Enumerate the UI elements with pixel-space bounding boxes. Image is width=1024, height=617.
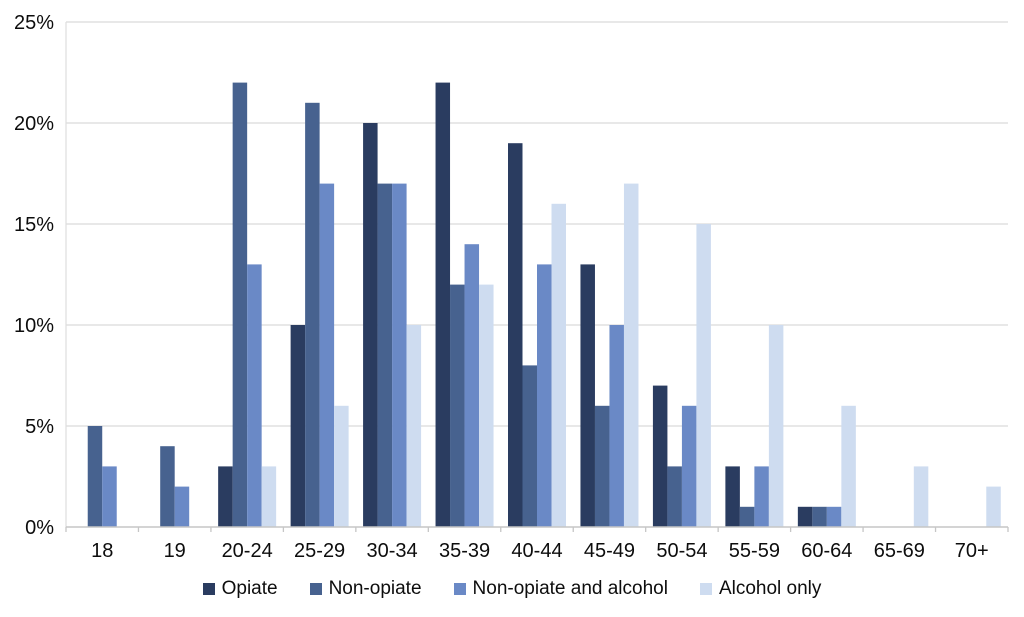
bar-non-opiate-60-64	[812, 506, 827, 527]
bar-non-opiate-19	[160, 446, 175, 527]
x-axis-category-label-35-39: 35-39	[439, 540, 490, 562]
bar-non-opiate-30-34	[377, 183, 393, 527]
bar-opiate-30-34	[363, 123, 378, 527]
legend-swatch-opiate	[202, 583, 215, 595]
bar-opiate-20-24	[218, 466, 233, 527]
legend-label-alcohol-only: Alcohol only	[718, 578, 822, 599]
bar-non-opiate-and-alcohol-45-49	[609, 325, 624, 527]
bar-alcohol-only-30-34	[406, 325, 422, 527]
x-axis-category-label-55-59: 55-59	[729, 540, 780, 562]
bar-opiate-50-54	[652, 385, 668, 527]
legend-swatch-non-opiate	[309, 583, 322, 595]
bar-non-opiate-55-59	[739, 506, 755, 527]
y-axis-tick-label-20: 20%	[14, 113, 54, 135]
y-axis-tick-label-10: 10%	[14, 315, 54, 337]
bar-opiate-25-29	[290, 325, 306, 527]
x-axis-category-label-40-44: 40-44	[511, 540, 562, 562]
bar-non-opiate-18	[87, 426, 103, 527]
bar-non-opiate-and-alcohol-55-59	[754, 466, 769, 527]
bar-opiate-60-64	[797, 506, 813, 527]
x-axis-category-label-50-54: 50-54	[656, 540, 707, 562]
bar-opiate-55-59	[725, 466, 740, 527]
bar-alcohol-only-20-24	[261, 466, 277, 527]
bar-alcohol-only-70	[986, 486, 1001, 527]
x-axis-category-label-70: 70+	[955, 540, 989, 562]
bar-non-opiate-and-alcohol-19	[174, 486, 190, 527]
bar-alcohol-only-45-49	[623, 183, 639, 527]
bar-non-opiate-50-54	[667, 466, 682, 527]
chart-legend: Opiate Non-opiate Non-opiate and alcohol…	[0, 578, 1024, 600]
bar-opiate-45-49	[580, 264, 595, 527]
bar-non-opiate-and-alcohol-50-54	[681, 405, 697, 527]
bar-non-opiate-40-44	[522, 365, 537, 527]
bar-non-opiate-and-alcohol-30-34	[392, 183, 407, 527]
bar-non-opiate-and-alcohol-25-29	[319, 183, 335, 527]
bar-alcohol-only-55-59	[768, 325, 784, 527]
bar-non-opiate-and-alcohol-60-64	[826, 506, 842, 527]
y-axis-tick-label-5: 5%	[25, 416, 54, 438]
bar-non-opiate-20-24	[232, 82, 248, 527]
x-axis-category-label-20-24: 20-24	[222, 540, 273, 562]
bar-non-opiate-and-alcohol-40-44	[537, 264, 552, 527]
bar-non-opiate-35-39	[450, 284, 465, 527]
x-axis-category-label-65-69: 65-69	[874, 540, 925, 562]
x-axis-category-label-45-49: 45-49	[584, 540, 635, 562]
legend-swatch-non-opiate-and-alcohol	[453, 583, 466, 595]
bar-non-opiate-and-alcohol-35-39	[464, 244, 480, 527]
x-axis-category-label-60-64: 60-64	[801, 540, 852, 562]
bar-non-opiate-45-49	[594, 405, 610, 527]
x-axis-category-label-19: 19	[164, 540, 186, 562]
y-axis-tick-label-15: 15%	[14, 214, 54, 236]
bar-alcohol-only-25-29	[334, 405, 349, 527]
legend-label-non-opiate: Non-opiate	[328, 578, 422, 599]
legend-item-non-opiate-and-alcohol: Non-opiate and alcohol	[453, 578, 668, 600]
y-axis-tick-label-0: 0%	[25, 517, 54, 539]
bar-alcohol-only-40-44	[551, 203, 566, 528]
bar-opiate-35-39	[435, 82, 451, 527]
legend-label-non-opiate-and-alcohol: Non-opiate and alcohol	[472, 578, 668, 599]
bar-opiate-40-44	[508, 143, 523, 527]
x-axis-category-label-25-29: 25-29	[294, 540, 345, 562]
bar-non-opiate-and-alcohol-18	[102, 466, 117, 527]
y-axis-tick-label-25: 25%	[14, 12, 54, 34]
bar-non-opiate-25-29	[305, 102, 320, 528]
legend-swatch-alcohol-only	[699, 583, 712, 595]
bar-non-opiate-and-alcohol-20-24	[247, 264, 262, 527]
legend-item-alcohol-only: Alcohol only	[699, 578, 822, 600]
bar-alcohol-only-60-64	[841, 405, 856, 527]
bar-alcohol-only-35-39	[479, 284, 494, 527]
legend-label-opiate: Opiate	[221, 578, 278, 599]
legend-item-opiate: Opiate	[202, 578, 278, 600]
bar-alcohol-only-65-69	[913, 466, 929, 527]
x-axis-category-label-30-34: 30-34	[367, 540, 418, 562]
legend-item-non-opiate: Non-opiate	[309, 578, 422, 600]
x-axis-category-label-18: 18	[91, 540, 113, 562]
bar-alcohol-only-50-54	[696, 224, 711, 527]
